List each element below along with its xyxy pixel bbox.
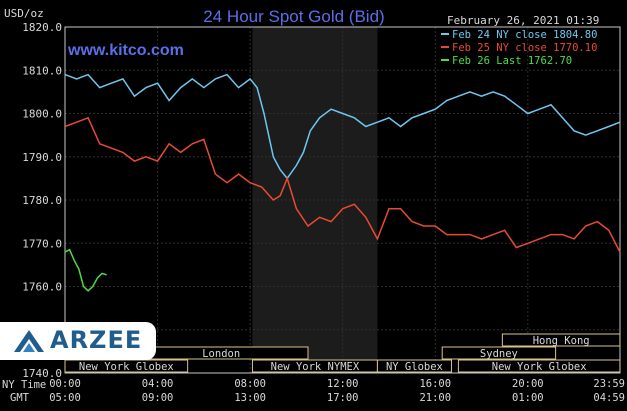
x-tick-label-ny: 04:00 (142, 378, 174, 390)
y-tick-label: 1810.0 (22, 64, 62, 77)
y-tick-label: 1740.0 (22, 367, 62, 380)
x-tick-label-ny: 16:00 (419, 378, 451, 390)
arzee-logo-mark-icon (14, 330, 44, 352)
arzee-logo: ARZEE (0, 322, 156, 360)
session-label: New York Globex (79, 361, 174, 373)
x-tick-label-ny: 00:00 (49, 378, 81, 390)
session-bar (376, 359, 452, 373)
chart-timestamp: February 26, 2021 01:39 (447, 14, 599, 27)
gmt-prefix: GMT (10, 392, 30, 404)
session-label: Sydney (480, 348, 518, 360)
chart-title: 24 Hour Spot Gold (Bid) (203, 7, 384, 26)
ny-time-prefix: NY Time (2, 379, 46, 391)
legend-entry: Feb 26 Last 1762.70 (452, 55, 572, 67)
session-label: New York NYMEX (271, 361, 360, 373)
x-tick-label-gmt: 13:00 (234, 392, 266, 404)
y-tick-label: 1760.0 (22, 281, 62, 294)
y-tick-label: 1770.0 (22, 237, 62, 250)
x-tick-label-gmt: 17:00 (327, 392, 359, 404)
series-line-1 (64, 73, 621, 180)
y-axis-unit: USD/oz (4, 7, 44, 20)
session-bar (457, 359, 621, 373)
kitco-watermark: www.kitco.com (67, 42, 184, 59)
x-tick-label-ny: 23:59 (593, 378, 625, 390)
legend-entry: Feb 24 NY close 1804.80 (452, 29, 597, 41)
x-tick-label-ny: 12:00 (327, 378, 359, 390)
arzee-logo-text: ARZEE (50, 326, 143, 354)
session-label: Hong Kong (533, 335, 590, 347)
plot-frame (64, 26, 621, 374)
session-bar (441, 346, 557, 360)
y-tick-label: 1820.0 (22, 21, 62, 34)
y-tick-label: 1790.0 (22, 151, 62, 164)
y-tick-label: 1800.0 (22, 108, 62, 121)
x-tick-label-ny: 08:00 (234, 378, 266, 390)
series-line-3 (64, 248, 107, 292)
session-bar (501, 333, 621, 347)
x-tick-label-gmt: 21:00 (419, 392, 451, 404)
session-bar (64, 359, 189, 373)
market-sessions: New York Globex New York NYMEX NY Globex Ne… (64, 333, 621, 373)
x-tick-label-gmt: 01:00 (512, 392, 544, 404)
x-tick-label-ny: 20:00 (512, 378, 544, 390)
series-line-2 (64, 116, 621, 253)
legend-entry: Feb 25 NY close 1770.10 (452, 42, 597, 54)
price-series (64, 73, 621, 292)
session-label: New York Globex (492, 361, 587, 373)
x-tick-label-gmt: 04:59 (593, 392, 625, 404)
session-label: London (202, 348, 240, 360)
y-tick-label: 1780.0 (22, 194, 62, 207)
x-tick-label-gmt: 05:00 (49, 392, 81, 404)
session-label: NY Globex (386, 361, 443, 373)
x-tick-label-gmt: 09:00 (142, 392, 174, 404)
